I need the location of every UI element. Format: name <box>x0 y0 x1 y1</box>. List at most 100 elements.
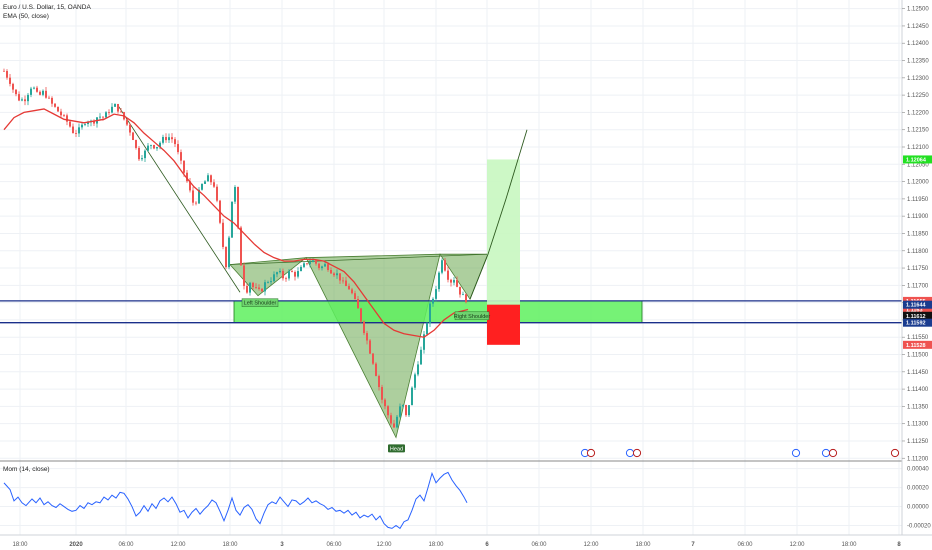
candle-body <box>426 323 428 335</box>
candle-body <box>102 116 104 118</box>
candle-body <box>30 88 32 95</box>
mom-tick-label: -0.00020 <box>907 524 931 530</box>
ema-legend[interactable]: EMA (50, close) <box>3 13 49 20</box>
candle-body <box>18 94 20 101</box>
candle-body <box>282 270 284 279</box>
candle-body <box>216 186 218 201</box>
candle-body <box>417 364 419 375</box>
candle-body <box>57 106 59 112</box>
candle-body <box>291 271 293 272</box>
neckline <box>229 253 489 265</box>
head-triangle <box>305 253 441 439</box>
price-tag-text: 1.1163 <box>906 308 923 314</box>
candle-body <box>231 201 233 238</box>
event-icon <box>828 448 838 458</box>
time-tick-label: 2020 <box>69 542 83 548</box>
candle-body <box>165 136 167 141</box>
candle-body <box>174 139 176 145</box>
momentum-legend: Mom (14, close) <box>3 465 50 474</box>
candle-body <box>141 158 143 160</box>
candle-body <box>408 405 410 416</box>
time-tick-label: 18:00 <box>841 542 857 548</box>
time-tick-label: 18:00 <box>222 542 238 548</box>
time-tick-label: 06:00 <box>326 542 342 548</box>
candle-body <box>129 124 131 133</box>
candle-body <box>375 363 377 376</box>
event-icon <box>890 448 900 458</box>
candle-body <box>147 145 149 151</box>
candle-body <box>21 99 23 101</box>
price-tick-label: 1.11850 <box>907 231 929 237</box>
price-tick-label: 1.12300 <box>907 76 929 82</box>
symbol-legend: Euro / U.S. Dollar, 15, OANDA EMA (50, c… <box>3 3 91 21</box>
mom-legend-label[interactable]: Mom (14, close) <box>3 466 50 473</box>
mom-tick-label: 0.00020 <box>907 486 929 492</box>
candle-body <box>180 152 182 161</box>
price-tick-label: 1.11900 <box>907 214 929 220</box>
left-shoulder-label-text: Left Shoulder <box>244 301 277 307</box>
candle-body <box>156 147 158 149</box>
time-tick-label: 18:00 <box>12 542 28 548</box>
candle-body <box>453 280 455 283</box>
price-tick-label: 1.12250 <box>907 93 929 99</box>
pattern-overlay <box>0 105 902 439</box>
price-tick-label: 1.12050 <box>907 162 929 168</box>
candle-body <box>429 303 431 324</box>
event-icon <box>791 448 801 458</box>
candle-body <box>360 308 362 322</box>
candle-body <box>258 287 260 289</box>
candle-body <box>69 121 71 127</box>
candle-body <box>120 111 122 113</box>
candle-body <box>276 272 278 275</box>
candle-body <box>138 147 140 160</box>
candle-body <box>357 298 359 309</box>
candle-body <box>177 144 179 153</box>
candle-body <box>75 133 77 134</box>
candle-body <box>246 285 248 293</box>
candle-body <box>279 270 281 273</box>
price-tag-bg <box>903 340 932 349</box>
candle-body <box>192 190 194 203</box>
price-tick-label: 1.11700 <box>907 283 929 289</box>
candle-body <box>354 293 356 299</box>
price-tick-label: 1.11200 <box>907 456 929 462</box>
price-tag-text: 1.11644 <box>906 303 927 309</box>
event-icon <box>586 448 596 458</box>
support-zone <box>233 300 643 324</box>
time-tick-label: 12:00 <box>583 542 599 548</box>
candle-body <box>162 136 164 143</box>
candle-body <box>60 111 62 116</box>
price-tick-label: 1.12500 <box>907 7 929 13</box>
candle-body <box>303 263 305 267</box>
symbol-title[interactable]: Euro / U.S. Dollar, 15, OANDA <box>3 4 91 11</box>
candle-body <box>438 272 440 290</box>
candle-body <box>312 260 314 263</box>
candle-body <box>363 321 365 334</box>
candle-body <box>78 127 80 134</box>
candle-body <box>24 99 26 102</box>
right-shoulder-label-text: Right Shoulder <box>454 314 491 320</box>
candle-body <box>318 263 320 269</box>
mom-tick-label: 0.00040 <box>907 467 929 473</box>
candle-body <box>456 280 458 287</box>
pattern-annotations: Left Shoulder Right Shoulder Head <box>241 298 900 458</box>
candle-body <box>201 183 203 190</box>
candle-body <box>6 70 8 78</box>
candle-body <box>228 237 230 268</box>
price-tick-label: 1.12150 <box>907 128 929 134</box>
candle-body <box>393 423 395 428</box>
candle-body <box>396 416 398 428</box>
event-icon <box>821 448 831 458</box>
price-tick-label: 1.11300 <box>907 422 929 428</box>
candle-body <box>153 144 155 149</box>
candle-body <box>297 271 299 277</box>
candle-body <box>159 142 161 148</box>
candle-body <box>459 286 461 295</box>
candle-body <box>54 103 56 107</box>
candle-body <box>462 294 464 296</box>
candle-body <box>345 280 347 287</box>
candle-body <box>327 264 329 271</box>
price-tick-label: 1.11250 <box>907 439 929 445</box>
left-shoulder-label-bg <box>241 298 279 307</box>
